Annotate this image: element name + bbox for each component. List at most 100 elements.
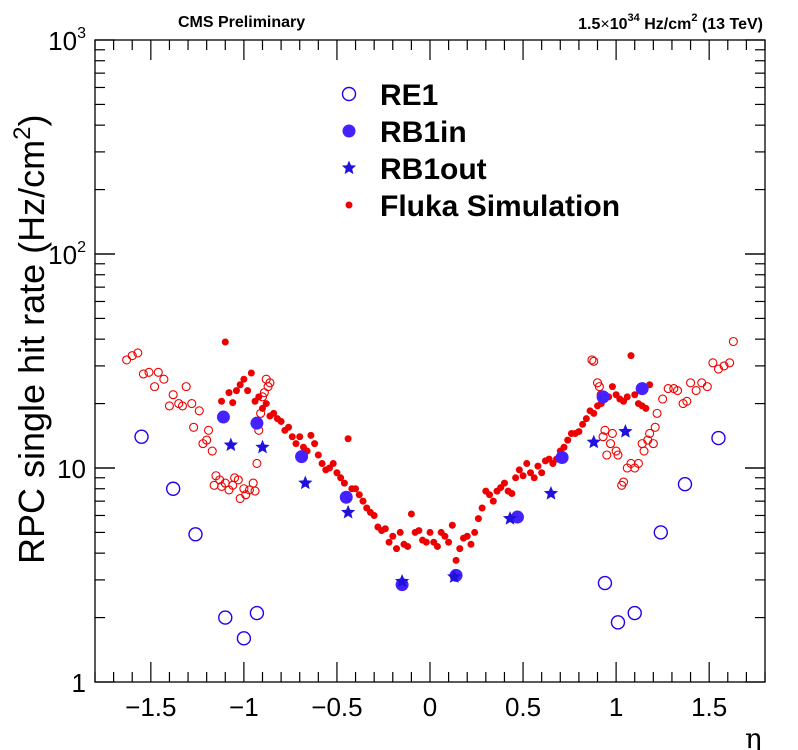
data-point — [523, 459, 531, 467]
data-point — [236, 381, 244, 389]
data-point — [236, 631, 252, 646]
data-point — [314, 451, 322, 459]
data-point — [370, 511, 378, 519]
data-point — [618, 424, 633, 438]
data-point — [270, 409, 278, 417]
data-point — [250, 416, 264, 430]
header-right: 1.5×1034 Hz/cm2 (13 TeV) — [578, 12, 763, 33]
data-point — [311, 440, 319, 448]
data-point — [600, 425, 610, 435]
data-point — [165, 481, 181, 496]
data-point — [502, 511, 518, 525]
legend-marker — [341, 160, 357, 175]
data-point — [608, 383, 616, 391]
data-point — [235, 493, 245, 504]
data-point — [691, 386, 701, 396]
x-tick-label: −1.5 — [125, 692, 176, 722]
x-tick-label: −1 — [229, 692, 259, 722]
data-point — [610, 615, 626, 630]
data-point — [725, 358, 735, 368]
data-point — [486, 491, 494, 499]
data-point — [404, 542, 412, 550]
data-point — [448, 521, 456, 529]
data-point — [232, 387, 240, 395]
data-point — [686, 378, 696, 388]
data-point — [728, 336, 738, 347]
data-point — [708, 358, 718, 368]
data-point — [530, 474, 538, 482]
data-point — [159, 374, 169, 384]
data-point — [393, 545, 400, 553]
data-point — [229, 399, 237, 407]
data-point — [153, 367, 163, 377]
data-point — [489, 497, 497, 505]
data-point — [415, 527, 423, 535]
data-point — [631, 391, 639, 399]
data-point — [702, 382, 712, 392]
data-point — [575, 428, 583, 436]
data-point — [519, 472, 527, 480]
data-point — [218, 397, 226, 405]
data-point — [617, 480, 627, 490]
data-point — [389, 532, 397, 540]
data-point — [339, 490, 353, 504]
data-point — [194, 406, 204, 416]
data-point — [207, 446, 217, 456]
data-point — [512, 474, 520, 482]
data-point — [538, 469, 546, 477]
data-point — [244, 387, 252, 395]
data-point — [381, 525, 389, 533]
data-point — [500, 479, 508, 487]
x-tick-label: 1.5 — [691, 692, 727, 722]
data-point — [510, 510, 524, 524]
data-point — [250, 486, 260, 496]
data-point — [255, 393, 263, 401]
data-point — [255, 439, 270, 454]
data-point — [447, 569, 462, 583]
axes: −1.5 −1 −0.5 0 0.5 1 1.5 1 10 102 103 — [48, 25, 766, 722]
data-point — [658, 394, 668, 404]
data-point — [127, 351, 137, 361]
data-point — [144, 367, 154, 377]
data-point — [598, 432, 608, 442]
data-point — [150, 382, 160, 392]
data-point — [678, 399, 688, 409]
y-tick-label: 103 — [48, 25, 86, 56]
data-point — [471, 528, 479, 536]
data-point — [337, 474, 345, 482]
data-point — [653, 525, 668, 540]
legend-marker — [342, 124, 356, 138]
data-point — [239, 484, 249, 494]
data-point — [181, 382, 191, 392]
data-point — [244, 485, 255, 495]
data-point — [225, 389, 233, 397]
x-axis-label: η — [745, 722, 762, 750]
data-point — [582, 415, 590, 423]
data-point — [713, 364, 724, 374]
data-point — [285, 423, 293, 431]
data-point — [527, 469, 534, 477]
data-point — [560, 443, 568, 451]
data-point — [344, 435, 352, 443]
data-point — [587, 355, 597, 365]
data-point — [592, 378, 603, 388]
data-point — [589, 356, 599, 366]
data-point — [355, 491, 363, 499]
data-point — [340, 504, 356, 519]
data-point — [249, 605, 265, 621]
y-tick-label: 10 — [57, 454, 86, 484]
data-point — [677, 477, 693, 492]
data-point — [611, 446, 621, 456]
data-point — [218, 610, 233, 625]
data-point — [202, 435, 212, 445]
data-points — [122, 336, 738, 646]
data-point — [318, 459, 326, 467]
data-point — [543, 486, 559, 500]
legend-label: RE1 — [380, 79, 438, 112]
data-point — [669, 384, 679, 394]
data-point — [177, 401, 188, 411]
data-point — [607, 428, 617, 439]
data-point — [262, 400, 270, 408]
data-point — [697, 378, 707, 388]
data-point — [645, 428, 655, 439]
